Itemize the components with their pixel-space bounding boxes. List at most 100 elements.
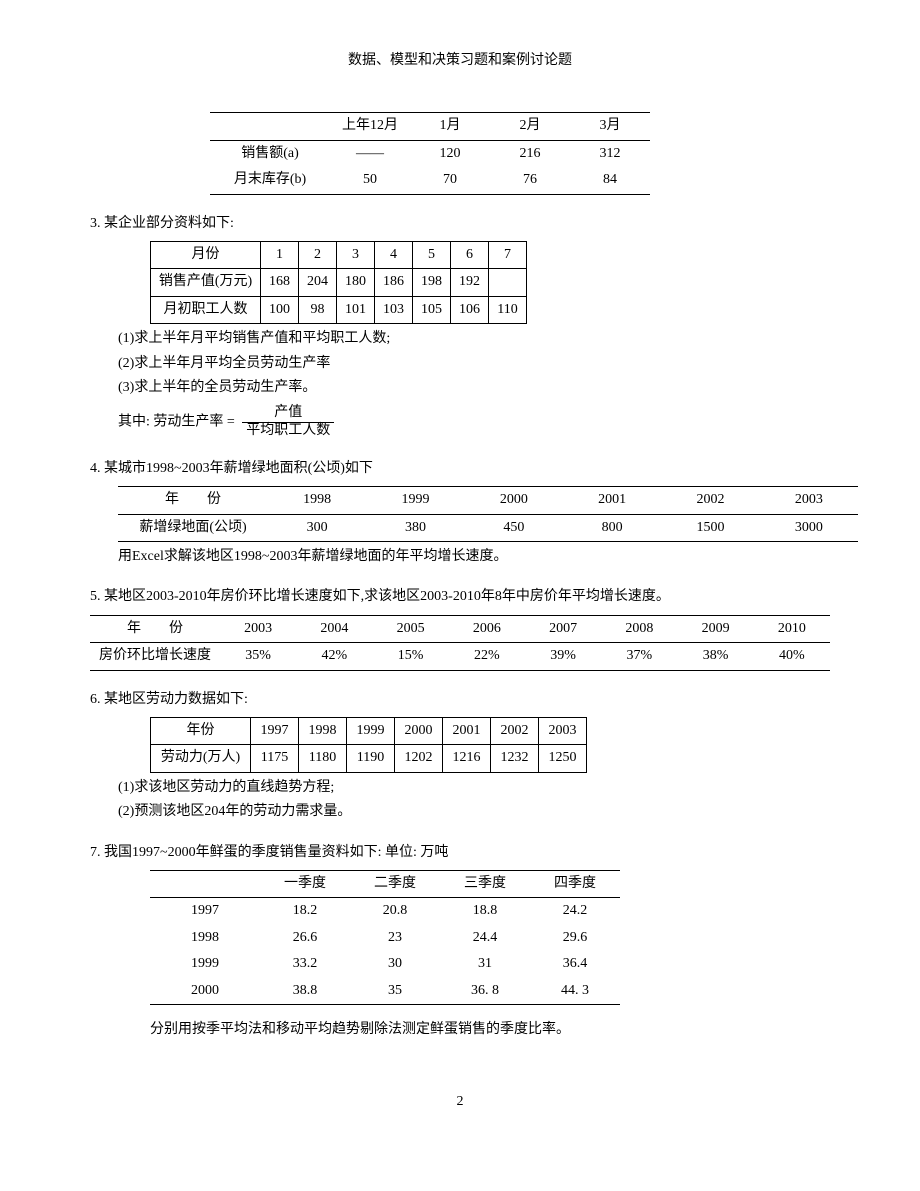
row-label: 销售额(a)	[210, 140, 330, 167]
problem-6-intro: 6. 某地区劳动力数据如下:	[90, 689, 830, 711]
cell: 106	[451, 296, 489, 323]
problem-top-continuation: 上年12月 1月 2月 3月 销售额(a) —— 120 216 312 月末库…	[90, 112, 830, 194]
cell: 192	[451, 269, 489, 296]
cell: 1180	[299, 745, 347, 772]
cell: 39%	[525, 643, 601, 670]
table-row: 销售额(a) —— 120 216 312	[210, 140, 650, 167]
th: 2002	[661, 487, 759, 514]
cell: 216	[490, 140, 570, 167]
p7-note: 分别用按季平均法和移动平均趋势剔除法测定鲜蛋销售的季度比率。	[150, 1019, 830, 1041]
problem-5-intro: 5. 某地区2003-2010年房价环比增长速度如下,求该地区2003-2010…	[90, 586, 830, 608]
row-label: 月末库存(b)	[210, 167, 330, 194]
problem-4: 4. 某城市1998~2003年薪增绿地面积(公顷)如下 年 份 1998 19…	[90, 458, 830, 569]
row-label: 1997	[150, 898, 260, 925]
th-q2: 二季度	[350, 870, 440, 897]
th: 6	[451, 241, 489, 268]
cell: 30	[350, 951, 440, 977]
table-sales-inventory: 上年12月 1月 2月 3月 销售额(a) —— 120 216 312 月末库…	[210, 112, 650, 194]
row-label: 销售产值(万元)	[151, 269, 261, 296]
cell: 23	[350, 925, 440, 951]
th: 2	[299, 241, 337, 268]
problem-7-intro: 7. 我国1997~2000年鲜蛋的季度销售量资料如下: 单位: 万吨	[90, 842, 830, 864]
table-p5: 年 份 2003 2004 2005 2006 2007 2008 2009 2…	[90, 615, 830, 671]
p6-q2: (2)预测该地区204年的劳动力需求量。	[118, 801, 830, 823]
table-p3: 月份 1 2 3 4 5 6 7 销售产值(万元) 168 204 180 18…	[150, 241, 527, 324]
table-row: 1999 33.2 30 31 36.4	[150, 951, 620, 977]
cell: 105	[413, 296, 451, 323]
th: 1997	[251, 718, 299, 745]
th: 1999	[347, 718, 395, 745]
row-label: 2000	[150, 978, 260, 1005]
th-blank	[210, 113, 330, 140]
cell: 1202	[395, 745, 443, 772]
cell: 24.4	[440, 925, 530, 951]
cell: 3000	[760, 514, 858, 541]
cell: 120	[410, 140, 490, 167]
row-label: 月初职工人数	[151, 296, 261, 323]
th: 1999	[366, 487, 464, 514]
row-label: 薪增绿地面(公顷)	[118, 514, 268, 541]
problem-3-intro: 3. 某企业部分资料如下:	[90, 213, 830, 235]
cell: 36.4	[530, 951, 620, 977]
cell: 44. 3	[530, 978, 620, 1005]
table-p6: 年份 1997 1998 1999 2000 2001 2002 2003 劳动…	[150, 717, 587, 773]
cell: 103	[375, 296, 413, 323]
p6-q1: (1)求该地区劳动力的直线趋势方程;	[118, 777, 830, 799]
th-q4: 四季度	[530, 870, 620, 897]
cell: 42%	[296, 643, 372, 670]
th: 3	[337, 241, 375, 268]
formula-prefix: 其中: 劳动生产率 =	[118, 415, 235, 430]
th: 2003	[760, 487, 858, 514]
th: 2008	[601, 615, 677, 642]
table-row: 房价环比增长速度 35% 42% 15% 22% 39% 37% 38% 40%	[90, 643, 830, 670]
cell: 380	[366, 514, 464, 541]
cell: 20.8	[350, 898, 440, 925]
problem-4-intro: 4. 某城市1998~2003年薪增绿地面积(公顷)如下	[90, 458, 830, 480]
th-q3: 三季度	[440, 870, 530, 897]
cell: 18.2	[260, 898, 350, 925]
table-row: 月初职工人数 100 98 101 103 105 106 110	[151, 296, 527, 323]
cell: 1232	[491, 745, 539, 772]
th-blank	[150, 870, 260, 897]
th: 2001	[563, 487, 661, 514]
cell: 29.6	[530, 925, 620, 951]
p3-q1: (1)求上半年月平均销售产值和平均职工人数;	[118, 328, 830, 350]
p3-formula: 其中: 劳动生产率 = 产值 平均职工人数	[118, 405, 830, 440]
cell: 26.6	[260, 925, 350, 951]
cell: 101	[337, 296, 375, 323]
th: 4	[375, 241, 413, 268]
th: 2007	[525, 615, 601, 642]
table-row: 销售产值(万元) 168 204 180 186 198 192	[151, 269, 527, 296]
th: 2002	[491, 718, 539, 745]
cell: 22%	[449, 643, 525, 670]
th-jan: 1月	[410, 113, 490, 140]
p3-q3: (3)求上半年的全员劳动生产率。	[118, 377, 830, 399]
table-row: 劳动力(万人) 1175 1180 1190 1202 1216 1232 12…	[151, 745, 587, 772]
th: 2003	[220, 615, 296, 642]
th: 2006	[449, 615, 525, 642]
table-p7: 一季度 二季度 三季度 四季度 1997 18.2 20.8 18.8 24.2…	[150, 870, 620, 1005]
page-number: 2	[90, 1091, 830, 1113]
problem-6: 6. 某地区劳动力数据如下: 年份 1997 1998 1999 2000 20…	[90, 689, 830, 824]
th-year: 年 份	[90, 615, 220, 642]
cell: 204	[299, 269, 337, 296]
p3-q2: (2)求上半年月平均全员劳动生产率	[118, 353, 830, 375]
cell: 1175	[251, 745, 299, 772]
th: 7	[489, 241, 527, 268]
table-row: 1997 18.2 20.8 18.8 24.2	[150, 898, 620, 925]
cell: 50	[330, 167, 410, 194]
cell: 76	[490, 167, 570, 194]
cell	[489, 269, 527, 296]
th-mar: 3月	[570, 113, 650, 140]
th: 2009	[678, 615, 754, 642]
cell: 35	[350, 978, 440, 1005]
th: 2004	[296, 615, 372, 642]
cell: 38.8	[260, 978, 350, 1005]
cell: 1250	[539, 745, 587, 772]
cell: 37%	[601, 643, 677, 670]
fraction-numerator: 产值	[242, 405, 334, 423]
th-feb: 2月	[490, 113, 570, 140]
table-row: 1998 26.6 23 24.4 29.6	[150, 925, 620, 951]
cell: 36. 8	[440, 978, 530, 1005]
cell: 35%	[220, 643, 296, 670]
